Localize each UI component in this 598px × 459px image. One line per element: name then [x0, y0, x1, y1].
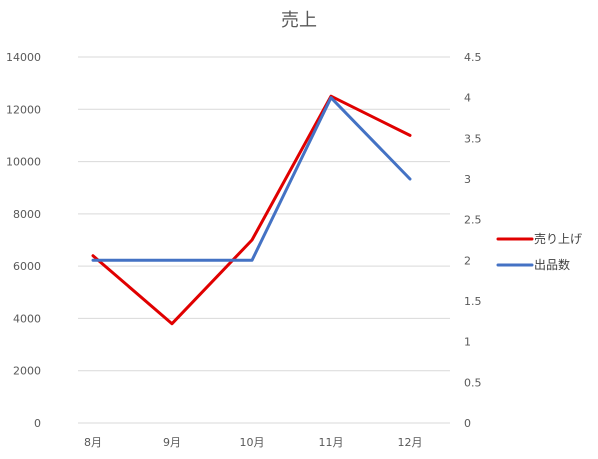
series-line-sales	[91, 94, 412, 326]
right-tick-label: 2	[464, 254, 471, 267]
left-tick-label: 0	[34, 417, 41, 430]
left-tick-label: 14000	[6, 51, 41, 64]
gridlines	[78, 56, 450, 424]
right-tick-label: 0.5	[464, 376, 482, 389]
left-tick-label: 4000	[13, 312, 41, 325]
left-tick-label: 12000	[6, 103, 41, 116]
chart-title: 売上	[281, 10, 317, 31]
x-axis: 8月 9月 10月 11月 12月	[84, 436, 423, 449]
x-tick-label: 8月	[84, 436, 102, 449]
series-lines	[91, 94, 412, 326]
right-tick-label: 0	[464, 417, 471, 430]
legend-label: 売り上げ	[534, 231, 582, 246]
legend-label: 出品数	[534, 257, 570, 272]
right-axis: 0 0.5 1 1.5 2 2.5 3 3.5 4 4.5	[464, 51, 482, 430]
right-tick-label: 4.5	[464, 51, 482, 64]
right-tick-label: 1	[464, 336, 471, 349]
x-tick-label: 12月	[398, 436, 423, 449]
x-tick-label: 10月	[240, 436, 265, 449]
right-tick-label: 3.5	[464, 132, 482, 145]
x-tick-label: 9月	[163, 436, 181, 449]
right-tick-label: 2.5	[464, 214, 482, 227]
x-tick-label: 11月	[319, 436, 344, 449]
left-tick-label: 10000	[6, 156, 41, 169]
left-tick-label: 2000	[13, 365, 41, 378]
right-tick-label: 3	[464, 173, 471, 186]
series-line-listings	[91, 96, 412, 262]
right-tick-label: 4	[464, 92, 471, 105]
left-tick-label: 6000	[13, 260, 41, 273]
left-tick-label: 8000	[13, 208, 41, 221]
left-axis: 0 2000 4000 6000 8000 10000 12000 14000	[6, 51, 41, 430]
right-tick-label: 1.5	[464, 295, 482, 308]
